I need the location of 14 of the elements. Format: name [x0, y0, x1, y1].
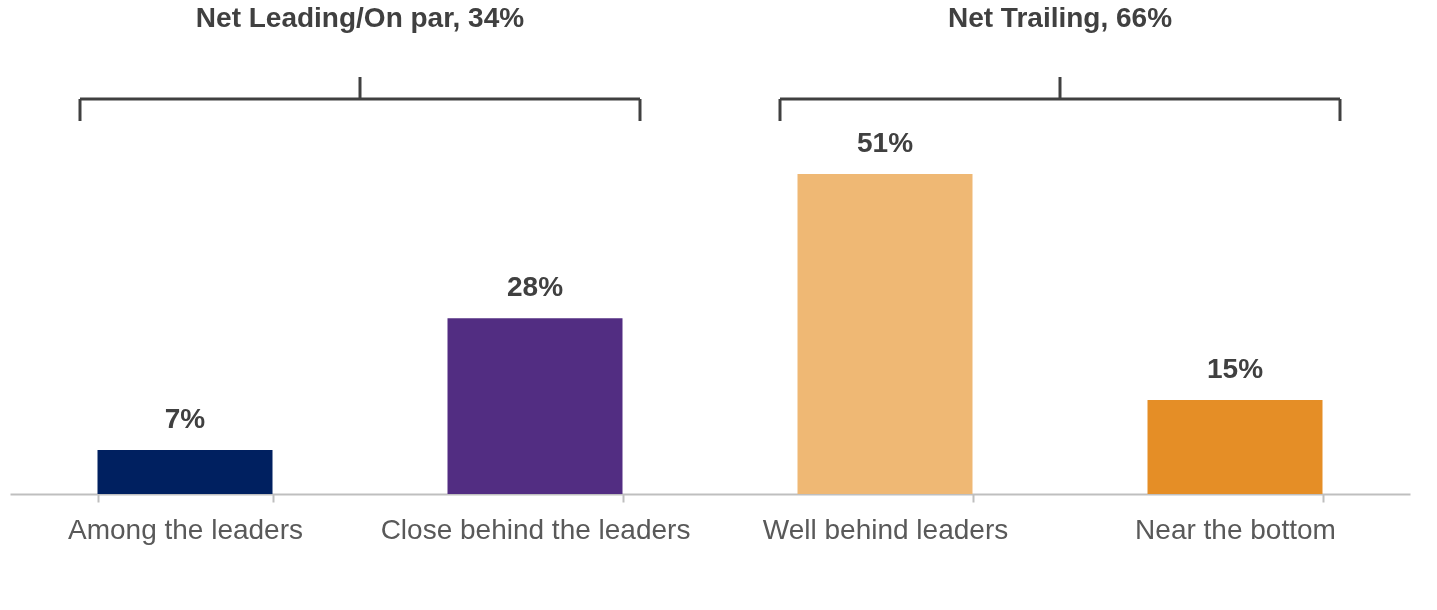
- bar: [797, 174, 973, 494]
- x-tick-label: Close behind the leaders: [380, 513, 691, 545]
- data-label: 7%: [164, 403, 206, 435]
- data-label: 28%: [506, 271, 564, 303]
- data-label: 51%: [856, 127, 914, 158]
- x-tick-label: Among the leaders: [67, 513, 304, 545]
- data-label: 15%: [1206, 352, 1264, 384]
- bar: [1147, 399, 1323, 494]
- text: Net Trailing, 66%: [947, 2, 1173, 33]
- bar: [97, 450, 273, 494]
- x-tick-label: Near the bottom: [1135, 513, 1336, 545]
- bar: [447, 318, 623, 494]
- x-tick-label: Well behind leaders: [762, 513, 1009, 545]
- text: Net Leading/On par, 34%: [195, 2, 525, 33]
